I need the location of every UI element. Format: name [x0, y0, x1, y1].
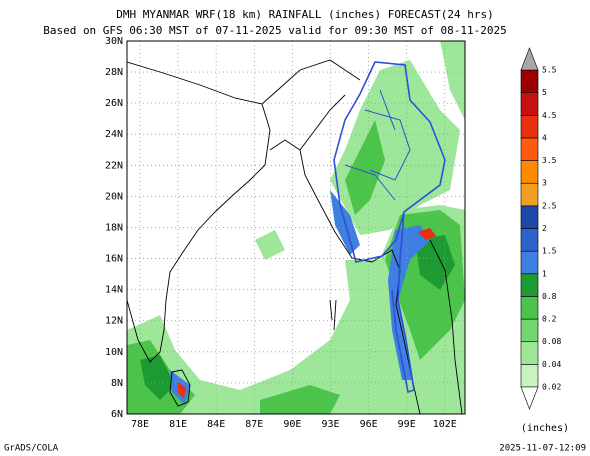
lon-label: 84E [207, 419, 225, 430]
lat-label: 20N [105, 191, 123, 202]
colorbar-label: 2 [542, 224, 547, 233]
lat-label: 30N [105, 36, 123, 47]
colorbar-label: 0.08 [542, 337, 561, 346]
lon-label: 99E [398, 419, 416, 430]
colorbar-segment [520, 364, 539, 388]
colorbar-label: 4 [542, 133, 547, 142]
colorbar-segment [520, 205, 539, 229]
colorbar-segment [520, 296, 539, 320]
map-frame [126, 40, 466, 415]
title: DMH MYANMAR WRF(18 km) RAINFALL (inches)… [116, 8, 494, 21]
state-borders [344, 89, 411, 201]
lon-label: 96E [360, 419, 378, 430]
colorbar-segment [520, 160, 539, 184]
colorbar-high [520, 47, 539, 71]
lat-label: 16N [105, 254, 123, 265]
rain-peak [177, 382, 186, 398]
colorbar-segment [520, 92, 539, 116]
colorbar-segment [520, 137, 539, 161]
lat-label: 24N [105, 129, 123, 140]
subtitle: Based on GFS 06:30 MST of 07-11-2025 val… [43, 24, 507, 37]
colorbar-label: 5 [542, 88, 547, 97]
lat-label: 18N [105, 222, 123, 233]
colorbar-units: (inches) [521, 423, 569, 434]
colorbar-segment [520, 114, 539, 139]
colorbar-label: 3 [542, 179, 547, 188]
colorbar-segment [520, 273, 539, 297]
lat-label: 6N [111, 409, 123, 420]
colorbar-label: 4.5 [542, 111, 557, 120]
lon-label: 102E [433, 419, 457, 430]
footer-left: GrADS/COLA [4, 444, 59, 454]
lon-label: 78E [131, 419, 149, 430]
rain-heavy [140, 235, 455, 400]
lat-label: 12N [105, 316, 123, 327]
map-area [127, 41, 465, 414]
colorbar-segment [520, 250, 539, 275]
lat-label: 14N [105, 285, 123, 296]
colorbar-segment [520, 228, 539, 252]
colorbar-label: 3.5 [542, 156, 557, 165]
colorbar-label: 1.5 [542, 247, 557, 256]
lat-label: 26N [105, 98, 123, 109]
colorbar-label: 5.5 [542, 66, 557, 75]
colorbar-low [520, 386, 539, 410]
footer-right: 2025-11-07-12:09 [499, 444, 586, 454]
colorbar-label: 0.8 [542, 292, 557, 301]
colorbar-label: 0.04 [542, 360, 561, 369]
colorbar-segment [520, 318, 539, 343]
lat-label: 22N [105, 160, 123, 171]
lon-label: 87E [245, 419, 263, 430]
lat-label: 8N [111, 378, 123, 389]
colorbar-label: 0.02 [542, 383, 561, 392]
colorbar-segment [520, 69, 539, 93]
lon-label: 93E [321, 419, 339, 430]
colorbar-label: 0.2 [542, 315, 557, 324]
myanmar-border [333, 61, 446, 394]
colorbar-label: 1 [542, 269, 547, 278]
lat-label: 10N [105, 347, 123, 358]
lon-label: 90E [283, 419, 301, 430]
colorbar-segment [520, 182, 539, 207]
colorbar-label: 2.5 [542, 201, 557, 210]
lat-label: 28N [105, 67, 123, 78]
lon-label: 81E [169, 419, 187, 430]
colorbar-segment [520, 341, 539, 365]
rain-peak [418, 228, 436, 240]
